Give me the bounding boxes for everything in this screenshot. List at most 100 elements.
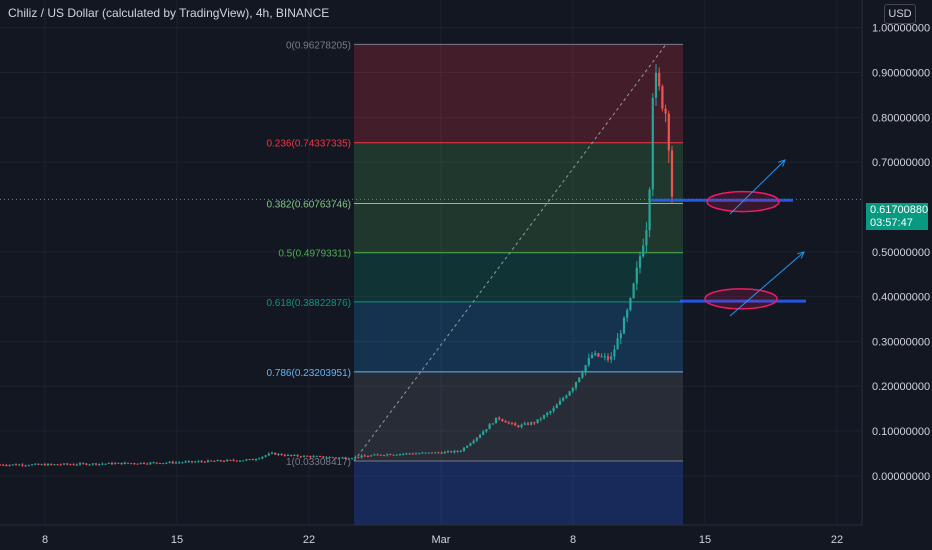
candle-body bbox=[181, 462, 184, 464]
candle-body bbox=[194, 461, 197, 463]
candle-body bbox=[558, 400, 562, 405]
candle-body bbox=[632, 283, 635, 298]
candle-body bbox=[107, 462, 110, 464]
candle-body bbox=[466, 445, 469, 448]
fib-zone bbox=[354, 301, 683, 372]
candle-body bbox=[178, 462, 181, 464]
candle-body bbox=[472, 440, 475, 444]
candle-body bbox=[622, 317, 626, 334]
candle-body bbox=[619, 333, 622, 339]
candle-body bbox=[158, 463, 162, 465]
candle-body bbox=[542, 415, 546, 419]
fibonacci-retracement[interactable]: 0(0.96278205) 0.236(0.74337335) 0.382(0.60… bbox=[266, 40, 683, 525]
candle-body bbox=[187, 461, 190, 463]
candle-body bbox=[139, 462, 142, 464]
candle-body bbox=[485, 429, 488, 432]
candle-body bbox=[594, 353, 597, 355]
candle-body bbox=[571, 387, 574, 392]
candle-body bbox=[638, 256, 642, 268]
candle-body bbox=[597, 353, 600, 357]
candle-body bbox=[85, 463, 88, 465]
candle-body bbox=[66, 463, 69, 465]
price-axis[interactable]: 1.00000000 0.90000000 0.80000000 0.70000000… bbox=[861, 0, 930, 525]
candle-body bbox=[446, 451, 450, 453]
arrow-head bbox=[778, 159, 786, 167]
candle-body bbox=[120, 462, 123, 465]
candle-body bbox=[421, 452, 424, 454]
candle-body bbox=[414, 453, 418, 455]
candle-body bbox=[34, 463, 37, 465]
candle-body bbox=[91, 463, 94, 465]
candle-body bbox=[386, 454, 389, 456]
candle-body bbox=[126, 462, 130, 464]
candle-body bbox=[478, 434, 482, 438]
candle-body bbox=[235, 460, 238, 462]
candle-body bbox=[222, 461, 226, 463]
currency-button[interactable]: USD bbox=[884, 4, 916, 24]
candle-body bbox=[149, 462, 152, 464]
candle-body bbox=[462, 447, 466, 452]
candle-body bbox=[418, 453, 421, 455]
candle-body bbox=[360, 455, 363, 458]
candle-body bbox=[488, 424, 491, 430]
candle-body bbox=[389, 454, 392, 456]
x-tick-label: 8 bbox=[42, 534, 48, 546]
candle-body bbox=[616, 338, 619, 350]
candle-body bbox=[523, 423, 526, 425]
candle-body bbox=[5, 465, 8, 467]
candle-body bbox=[354, 456, 357, 459]
candle-body bbox=[539, 418, 542, 420]
x-tick-label: 15 bbox=[171, 534, 183, 546]
candle-body bbox=[219, 460, 222, 462]
candle-body bbox=[165, 462, 168, 464]
candle-body bbox=[574, 381, 578, 388]
candle-body bbox=[347, 458, 350, 460]
y-tick-label: 0.10000000 bbox=[872, 426, 930, 438]
candle-body bbox=[315, 456, 318, 458]
candle-body bbox=[568, 391, 571, 396]
candle-body bbox=[437, 452, 440, 454]
candle-body bbox=[203, 461, 206, 463]
candle-body bbox=[88, 464, 91, 466]
candle-body bbox=[72, 464, 75, 466]
candle-body bbox=[328, 457, 331, 459]
candle-body bbox=[664, 108, 667, 114]
candle-body bbox=[357, 456, 360, 458]
y-tick-label: 0.00000000 bbox=[872, 471, 930, 483]
user-drawings[interactable] bbox=[651, 159, 806, 317]
x-tick-label: 22 bbox=[303, 534, 315, 546]
candle-body bbox=[197, 461, 200, 463]
candle-body bbox=[613, 349, 616, 357]
candle-body bbox=[430, 452, 434, 454]
fib-level-label: 0.236(0.74337335) bbox=[266, 139, 351, 150]
candle-body bbox=[136, 463, 139, 465]
candle-body bbox=[184, 461, 187, 463]
candle-body bbox=[373, 454, 376, 456]
candle-body bbox=[501, 419, 504, 421]
candle-body bbox=[146, 463, 149, 465]
fib-trend-line bbox=[353, 44, 667, 462]
candle-body bbox=[581, 372, 584, 378]
candle-body bbox=[642, 245, 645, 257]
fib-zone bbox=[354, 203, 683, 253]
candle-body bbox=[18, 464, 21, 466]
fib-level-label: 0.382(0.60763746) bbox=[266, 200, 351, 211]
fib-zone bbox=[354, 44, 683, 143]
candle-body bbox=[648, 189, 651, 231]
bar-countdown: 03:57:47 bbox=[870, 217, 913, 229]
candle-body bbox=[507, 422, 510, 424]
candle-body bbox=[555, 404, 558, 409]
candle-body bbox=[258, 458, 261, 460]
candle-body bbox=[411, 453, 414, 455]
candle-body bbox=[226, 459, 229, 462]
candle-body bbox=[261, 456, 264, 459]
candle-body bbox=[517, 425, 520, 428]
candle-body bbox=[469, 443, 472, 446]
candle-body bbox=[453, 450, 456, 453]
fib-zone-extension bbox=[354, 461, 683, 525]
y-tick-label: 0.70000000 bbox=[872, 157, 930, 169]
time-axis[interactable]: 8 15 22 Mar 8 15 22 bbox=[0, 524, 862, 546]
candle-body bbox=[382, 455, 386, 457]
candle-body bbox=[482, 431, 485, 435]
